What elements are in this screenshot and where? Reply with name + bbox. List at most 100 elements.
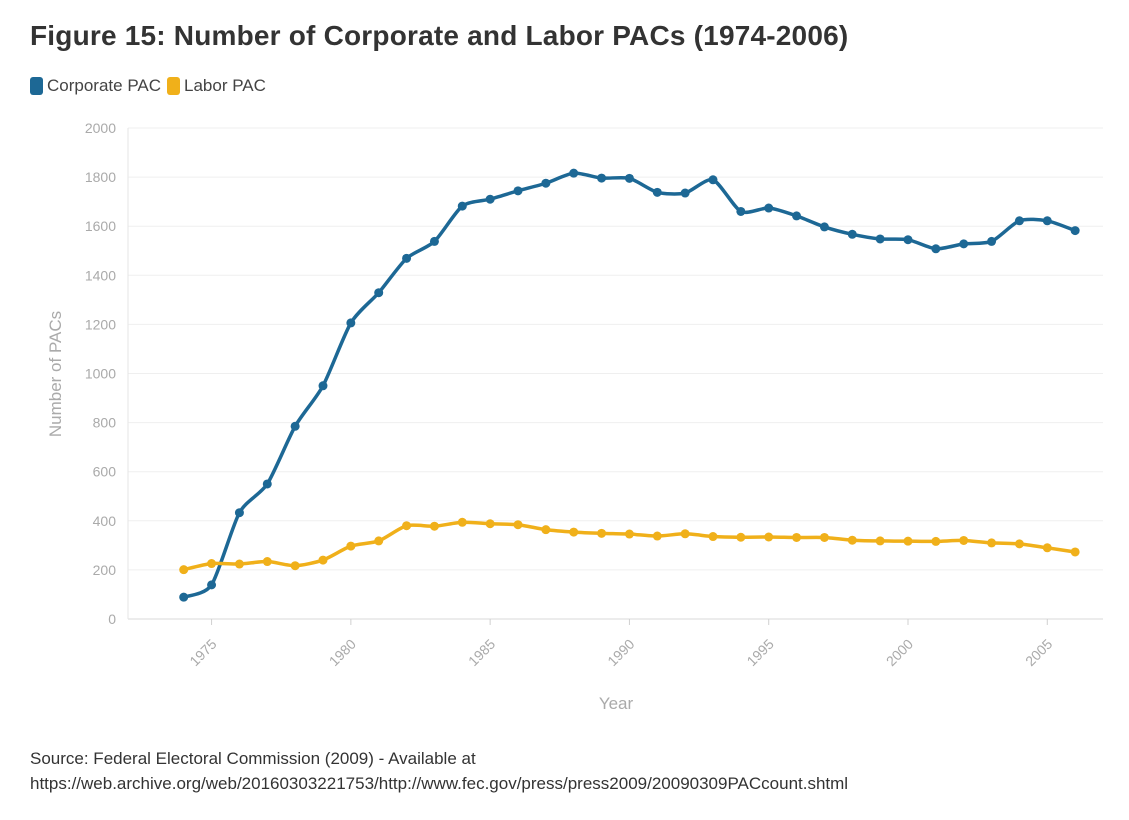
point-corporate-pac[interactable] xyxy=(457,201,467,211)
point-corporate-pac[interactable] xyxy=(624,173,634,183)
point-labor-pac[interactable] xyxy=(346,541,356,551)
point-corporate-pac[interactable] xyxy=(569,168,579,178)
point-labor-pac[interactable] xyxy=(429,521,439,531)
series-labor-pac xyxy=(179,517,1080,575)
x-tick-label: 2005 xyxy=(1022,636,1055,669)
chart-legend: Corporate PAC Labor PAC xyxy=(30,76,272,96)
point-corporate-pac[interactable] xyxy=(485,194,495,204)
y-tick-label: 200 xyxy=(93,562,117,578)
point-labor-pac[interactable] xyxy=(875,536,885,546)
point-labor-pac[interactable] xyxy=(987,538,997,548)
y-tick-label: 1800 xyxy=(85,169,116,185)
x-tick-label: 1985 xyxy=(465,636,498,669)
legend-label-labor: Labor PAC xyxy=(184,76,266,95)
point-labor-pac[interactable] xyxy=(318,555,328,565)
point-labor-pac[interactable] xyxy=(569,527,579,537)
point-labor-pac[interactable] xyxy=(680,529,690,539)
point-labor-pac[interactable] xyxy=(652,531,662,541)
point-corporate-pac[interactable] xyxy=(903,235,913,245)
source-line-1: Source: Federal Electoral Commission (20… xyxy=(30,749,476,768)
y-tick-label: 1200 xyxy=(85,316,116,332)
source-note: Source: Federal Electoral Commission (20… xyxy=(30,746,848,796)
y-tick-label: 800 xyxy=(93,415,117,431)
point-corporate-pac[interactable] xyxy=(1042,216,1052,226)
series-group xyxy=(179,168,1080,602)
chart-title: Figure 15: Number of Corporate and Labor… xyxy=(30,20,849,51)
point-corporate-pac[interactable] xyxy=(234,508,244,518)
point-labor-pac[interactable] xyxy=(959,535,969,545)
grid-lines xyxy=(127,127,1103,620)
line-chart: 0 200 400 600 800 1000 1200 1400 1600 1800 2000 19… xyxy=(46,120,1103,713)
point-corporate-pac[interactable] xyxy=(680,188,690,198)
point-corporate-pac[interactable] xyxy=(179,592,189,602)
point-labor-pac[interactable] xyxy=(179,565,189,575)
point-labor-pac[interactable] xyxy=(290,561,300,571)
point-corporate-pac[interactable] xyxy=(708,175,718,185)
point-corporate-pac[interactable] xyxy=(652,187,662,197)
point-corporate-pac[interactable] xyxy=(736,206,746,216)
y-axis-title: Number of PACs xyxy=(46,311,65,437)
legend-swatch-corporate xyxy=(30,77,43,95)
point-corporate-pac[interactable] xyxy=(429,236,439,246)
point-corporate-pac[interactable] xyxy=(987,236,997,246)
legend-item-labor[interactable]: Labor PAC xyxy=(167,76,266,96)
point-corporate-pac[interactable] xyxy=(931,244,941,254)
y-tick-label: 600 xyxy=(93,464,117,480)
point-labor-pac[interactable] xyxy=(541,525,551,535)
y-axis-ticks: 0 200 400 600 800 1000 1200 1400 1600 1800 2000 xyxy=(85,120,116,627)
point-labor-pac[interactable] xyxy=(819,532,829,542)
legend-item-corporate[interactable]: Corporate PAC xyxy=(30,76,161,96)
point-labor-pac[interactable] xyxy=(792,532,802,542)
point-labor-pac[interactable] xyxy=(847,535,857,545)
x-axis-title: Year xyxy=(599,694,634,713)
point-labor-pac[interactable] xyxy=(207,559,217,569)
point-corporate-pac[interactable] xyxy=(819,222,829,232)
point-labor-pac[interactable] xyxy=(764,532,774,542)
point-corporate-pac[interactable] xyxy=(290,421,300,431)
point-labor-pac[interactable] xyxy=(903,536,913,546)
point-corporate-pac[interactable] xyxy=(346,318,356,328)
point-labor-pac[interactable] xyxy=(457,517,467,527)
y-tick-label: 1000 xyxy=(85,366,116,382)
source-line-2: https://web.archive.org/web/201603032217… xyxy=(30,774,849,793)
x-tick-label: 1980 xyxy=(326,636,359,669)
y-tick-label: 1600 xyxy=(85,218,116,234)
point-labor-pac[interactable] xyxy=(708,532,718,542)
point-corporate-pac[interactable] xyxy=(318,381,328,391)
point-corporate-pac[interactable] xyxy=(513,186,523,196)
x-tick-label: 1995 xyxy=(743,636,776,669)
point-labor-pac[interactable] xyxy=(262,557,272,567)
point-labor-pac[interactable] xyxy=(931,536,941,546)
x-axis-ticks: 1975 1980 1985 1990 1995 2000 2005 xyxy=(186,619,1056,669)
point-labor-pac[interactable] xyxy=(485,519,495,529)
point-corporate-pac[interactable] xyxy=(207,580,217,590)
point-corporate-pac[interactable] xyxy=(1014,216,1024,226)
point-labor-pac[interactable] xyxy=(374,536,384,546)
point-labor-pac[interactable] xyxy=(234,559,244,569)
point-corporate-pac[interactable] xyxy=(402,253,412,263)
point-labor-pac[interactable] xyxy=(624,529,634,539)
x-tick-label: 1975 xyxy=(186,636,219,669)
point-corporate-pac[interactable] xyxy=(541,178,551,188)
point-corporate-pac[interactable] xyxy=(262,479,272,489)
point-corporate-pac[interactable] xyxy=(847,229,857,239)
series-corporate-pac xyxy=(179,168,1080,602)
y-tick-label: 2000 xyxy=(85,120,116,136)
point-corporate-pac[interactable] xyxy=(597,173,607,183)
legend-swatch-labor xyxy=(167,77,181,95)
point-corporate-pac[interactable] xyxy=(792,211,802,221)
point-labor-pac[interactable] xyxy=(736,532,746,542)
y-tick-label: 0 xyxy=(108,611,116,627)
point-labor-pac[interactable] xyxy=(1014,539,1024,549)
point-corporate-pac[interactable] xyxy=(1070,226,1080,236)
point-corporate-pac[interactable] xyxy=(959,239,969,249)
y-tick-label: 400 xyxy=(93,513,117,529)
point-labor-pac[interactable] xyxy=(597,528,607,538)
point-labor-pac[interactable] xyxy=(1070,547,1080,557)
point-labor-pac[interactable] xyxy=(1042,543,1052,553)
point-corporate-pac[interactable] xyxy=(764,203,774,213)
point-labor-pac[interactable] xyxy=(402,521,412,531)
point-corporate-pac[interactable] xyxy=(875,234,885,244)
point-corporate-pac[interactable] xyxy=(374,288,384,298)
point-labor-pac[interactable] xyxy=(513,520,523,530)
